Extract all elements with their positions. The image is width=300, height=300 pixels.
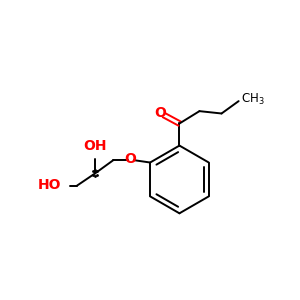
Text: HO: HO bbox=[38, 178, 61, 192]
Text: O: O bbox=[154, 106, 166, 121]
Text: CH$_3$: CH$_3$ bbox=[241, 92, 265, 107]
Text: OH: OH bbox=[83, 140, 107, 153]
Text: O: O bbox=[124, 152, 136, 166]
